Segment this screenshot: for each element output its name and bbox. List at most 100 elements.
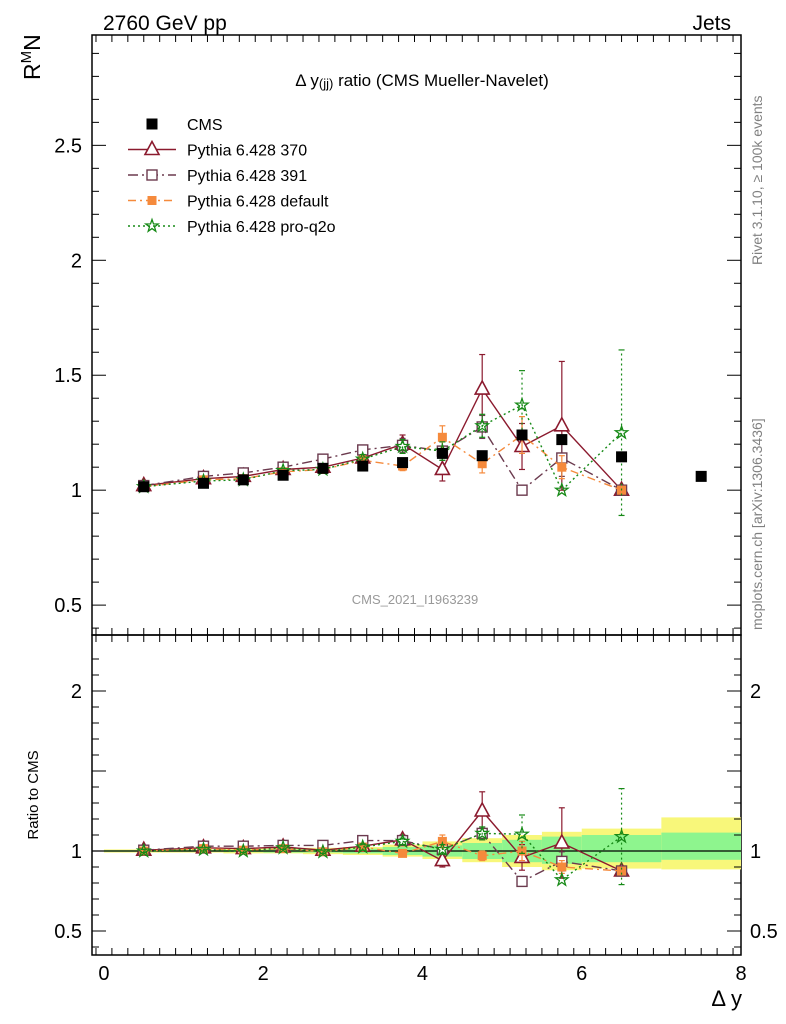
- marker-pdefault: [437, 432, 447, 442]
- marker-p391: [516, 875, 528, 888]
- marker-pq2o: [354, 838, 371, 854]
- title-part-a: Δ y: [295, 71, 319, 90]
- ratio-band-inner: [661, 832, 741, 860]
- series-pq2o: [135, 787, 630, 887]
- data-point-cms: [516, 429, 528, 441]
- series-pq2o: [135, 349, 630, 517]
- data-point-cms: [556, 434, 568, 446]
- marker-pq2o: [235, 842, 252, 858]
- marker-pq2o: [275, 839, 292, 855]
- title-part-b: (jj): [319, 76, 333, 91]
- series-line-p391: [143, 426, 622, 492]
- marker-p370: [553, 833, 571, 849]
- marker-pq2o: [394, 438, 411, 454]
- legend-label: Pythia 6.428 default: [187, 194, 329, 211]
- ratio-panel-frame: [91, 634, 742, 956]
- marker-pdefault: [617, 866, 627, 876]
- marker-pq2o: [513, 825, 531, 842]
- header-left: 2760 GeV pp: [103, 12, 227, 35]
- main-series-layer: [135, 349, 707, 517]
- legend-entry: Pythia 6.428 default: [128, 194, 329, 211]
- marker-pq2o: [314, 843, 331, 859]
- legend-label: Pythia 6.428 pro-q2o: [187, 219, 336, 236]
- data-point-cms: [237, 474, 249, 486]
- data-point-cms: [197, 477, 209, 489]
- legend-label: Pythia 6.428 370: [187, 143, 307, 160]
- series-pdefault: [139, 416, 627, 495]
- marker-pq2o: [613, 828, 630, 844]
- data-point-cms: [138, 481, 150, 493]
- legend-label: Pythia 6.428 391: [187, 168, 307, 185]
- main-ylabel: RMN: [18, 34, 45, 80]
- ratio-y-tick-label-right: 0.5: [750, 921, 778, 943]
- xlabel: Δ y: [711, 986, 742, 1011]
- marker-p370: [434, 850, 451, 867]
- legend-entry: Pythia 6.428 pro-q2o: [128, 217, 336, 236]
- marker-p370: [473, 379, 491, 395]
- legend-entry: Pythia 6.428 370: [128, 139, 307, 160]
- header-right: Jets: [692, 12, 731, 35]
- data-point-cms: [476, 450, 488, 462]
- ratio-y-tick-label-right: 2: [750, 681, 761, 703]
- legend-entry: CMS: [146, 117, 223, 134]
- ratio-y-tick-label-right: 1: [750, 841, 761, 863]
- x-tick-label: 8: [735, 963, 746, 985]
- mcplots-label: mcplots.cern.ch [arXiv:1306.3436]: [749, 418, 765, 630]
- x-tick-label: 6: [576, 963, 587, 985]
- marker-pq2o: [553, 481, 570, 498]
- main-y-tick-label: 1: [71, 480, 82, 502]
- marker-pq2o: [474, 824, 491, 841]
- legend-entry: Pythia 6.428 391: [128, 168, 307, 185]
- marker-p391: [516, 484, 528, 496]
- data-point-cms: [277, 469, 289, 481]
- legend: CMS Pythia 6.428 370 Pythia 6.428 391 Pythi…: [128, 117, 336, 236]
- x-tick-label: 4: [417, 963, 428, 985]
- ratio-y-tick-label-left: 2: [71, 681, 82, 703]
- marker-pdefault: [557, 862, 567, 872]
- marker-p370: [553, 416, 571, 432]
- data-point-cms: [397, 457, 409, 469]
- marker-pdefault: [557, 462, 567, 472]
- main-y-tick-label: 1.5: [54, 365, 82, 387]
- title-part-c: ratio (CMS Mueller-Navelet): [333, 71, 548, 90]
- marker-pq2o: [195, 840, 212, 857]
- series-data: [138, 429, 707, 493]
- svg-text:RMN: RMN: [18, 34, 45, 80]
- legend-marker-p370: [143, 139, 161, 156]
- marker-p370: [434, 459, 451, 476]
- legend-label: CMS: [187, 117, 223, 134]
- marker-pq2o: [513, 396, 531, 413]
- data-point-cms: [317, 462, 329, 474]
- x-tick-label: 2: [258, 963, 269, 985]
- legend-marker-pdefault: [147, 196, 157, 205]
- series-line-pq2o: [143, 404, 623, 492]
- marker-pq2o: [394, 832, 411, 849]
- data-point-cms: [436, 447, 448, 459]
- data-point-cms: [616, 451, 628, 463]
- main-y-tick-label: 2.5: [54, 135, 82, 157]
- marker-pq2o: [434, 840, 451, 857]
- series-line-pdefault: [143, 434, 622, 491]
- data-point-cms: [695, 470, 707, 482]
- main-axis-ticks: 0.5 1 1.5 2 2.5: [54, 35, 741, 635]
- series-line-p370: [143, 387, 623, 491]
- ratio-ylabel: Ratio to CMS: [25, 750, 42, 839]
- ratio-axis-ticks: 0 2 4 6 80.5 0.51 12 2: [54, 635, 778, 985]
- legend-marker-p391: [146, 169, 158, 181]
- analysis-watermark: CMS_2021_I1963239: [352, 592, 479, 607]
- legend-marker-pq2o: [143, 217, 161, 233]
- legend-marker-cms: [146, 118, 158, 130]
- chart-title: Δ y(jj) ratio (CMS Mueller-Navelet): [295, 71, 548, 91]
- series-line-pdefault: [143, 840, 622, 872]
- rivet-label: Rivet 3.1.10, ≥ 100k events: [749, 95, 765, 265]
- ratio-y-tick-label-left: 0.5: [54, 921, 82, 943]
- marker-pq2o: [135, 842, 152, 858]
- marker-pq2o: [553, 871, 570, 887]
- marker-pdefault: [398, 848, 408, 858]
- ratio-series-layer: [135, 787, 630, 888]
- marker-p370: [473, 801, 491, 817]
- main-y-tick-label: 2: [71, 250, 82, 272]
- marker-pdefault: [477, 851, 487, 861]
- marker-pq2o: [613, 424, 630, 440]
